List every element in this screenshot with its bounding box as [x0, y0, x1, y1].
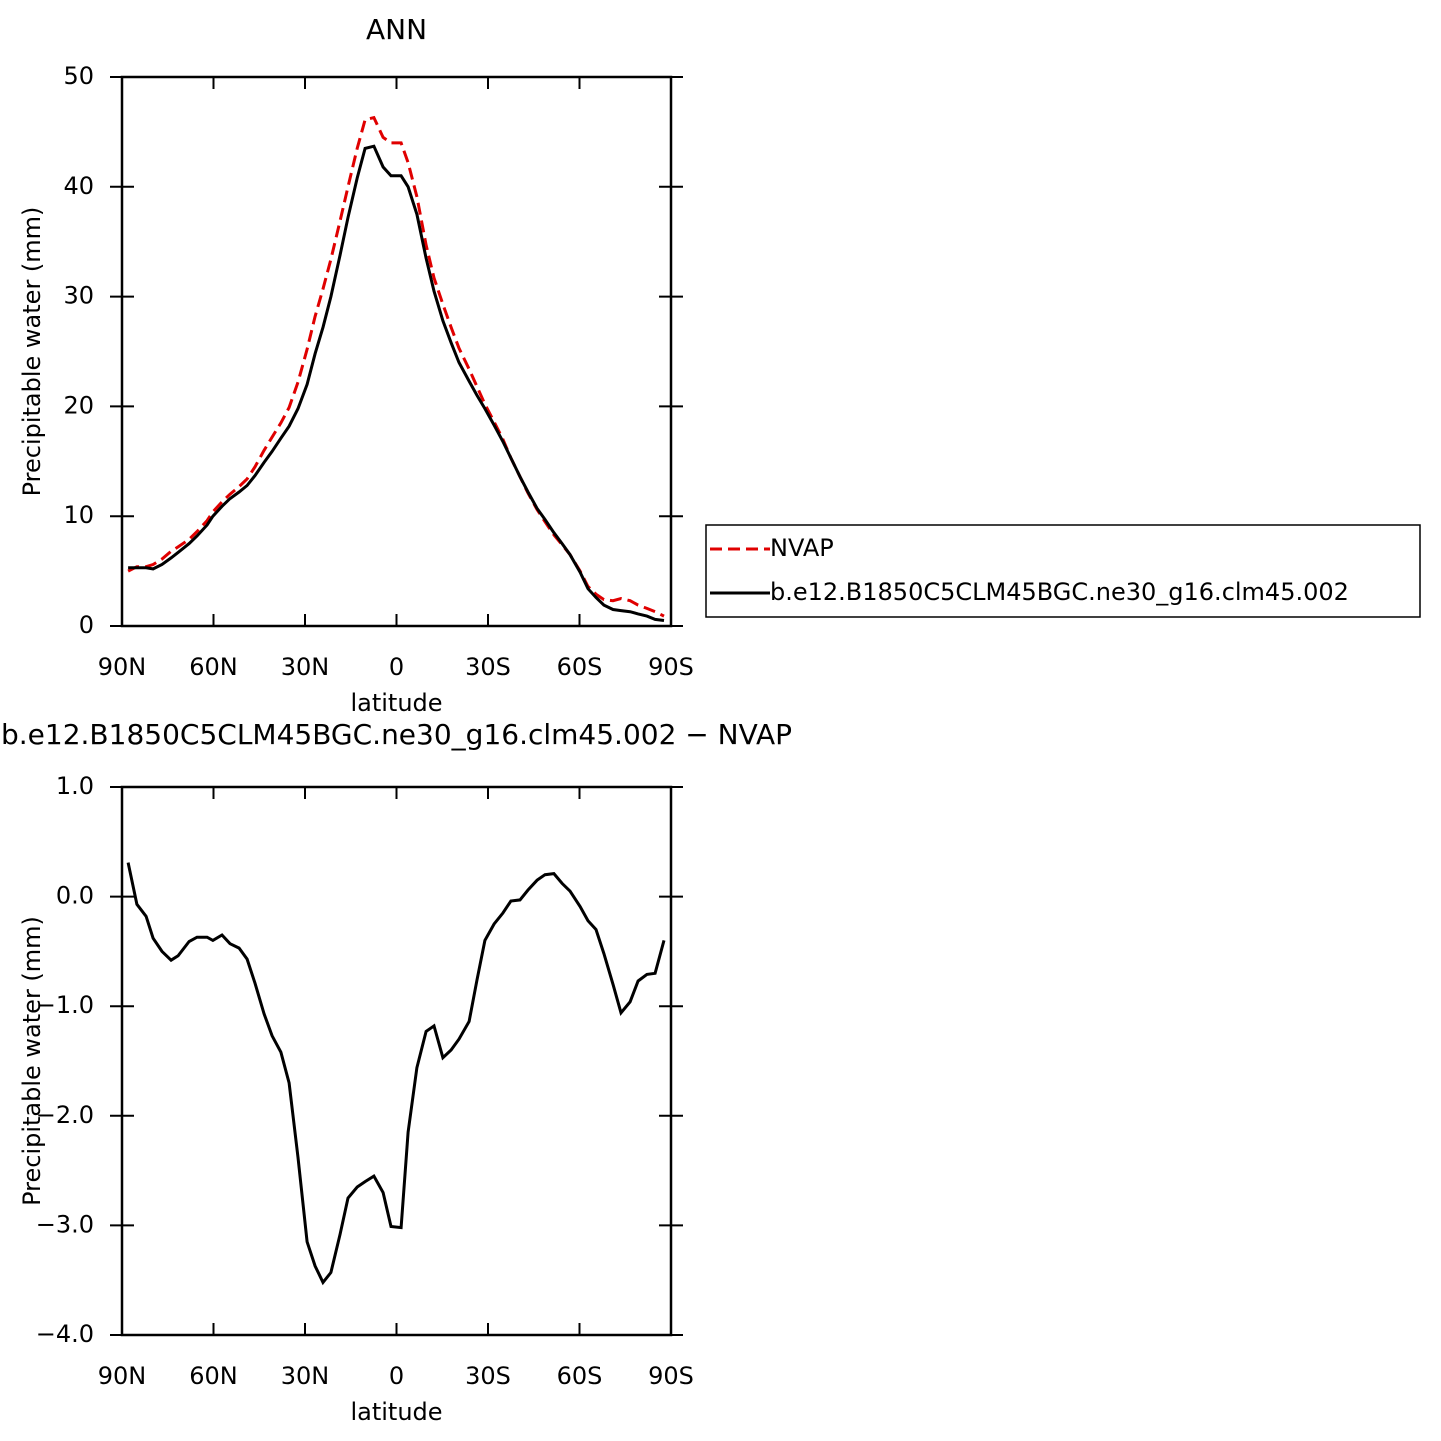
- data-line: [128, 144, 665, 622]
- y-tick-label: −2.0: [36, 1101, 94, 1129]
- x-axis-label: latitude: [350, 689, 442, 717]
- y-tick-label: 10: [63, 501, 94, 529]
- y-tick-label: 30: [63, 282, 94, 310]
- y-tick-label: −3.0: [36, 1210, 94, 1238]
- y-tick-label: −4.0: [36, 1320, 94, 1348]
- y-axis-label: Precipitable water (mm): [18, 916, 46, 1206]
- x-tick-label: 0: [389, 1362, 404, 1390]
- x-tick-label: 90N: [98, 1362, 147, 1390]
- y-tick-label: 0: [79, 611, 94, 639]
- chart-title: ANN: [366, 13, 427, 46]
- x-tick-label: 90S: [648, 653, 694, 681]
- legend-label: NVAP: [770, 534, 834, 562]
- y-tick-label: 50: [63, 62, 94, 90]
- legend-label: b.e12.B1850C5CLM45BGC.ne30_g16.clm45.002: [770, 578, 1349, 606]
- x-tick-label: 30N: [281, 653, 330, 681]
- y-axis-label: Precipitable water (mm): [18, 207, 46, 497]
- x-tick-label: 30S: [465, 653, 511, 681]
- x-tick-label: 30S: [465, 1362, 511, 1390]
- y-tick-label: −1.0: [36, 991, 94, 1019]
- y-tick-label: 40: [63, 172, 94, 200]
- data-line: [127, 115, 665, 618]
- data-line: [126, 862, 666, 1286]
- y-tick-label: 1.0: [56, 772, 94, 800]
- x-tick-label: 0: [389, 653, 404, 681]
- y-tick-label: 0.0: [56, 882, 94, 910]
- x-tick-label: 60N: [189, 1362, 238, 1390]
- plot-frame: [120, 785, 673, 1337]
- chart-title: b.e12.B1850C5CLM45BGC.ne30_g16.clm45.002…: [1, 718, 792, 751]
- y-tick-label: 20: [63, 391, 94, 419]
- x-tick-label: 60S: [557, 653, 603, 681]
- x-tick-label: 60S: [557, 1362, 603, 1390]
- x-tick-label: 60N: [189, 653, 238, 681]
- plot-frame: [120, 75, 673, 628]
- x-axis-label: latitude: [350, 1398, 442, 1426]
- legend-box: [705, 524, 1421, 618]
- x-tick-label: 90N: [98, 653, 147, 681]
- x-tick-label: 90S: [648, 1362, 694, 1390]
- x-tick-label: 30N: [281, 1362, 330, 1390]
